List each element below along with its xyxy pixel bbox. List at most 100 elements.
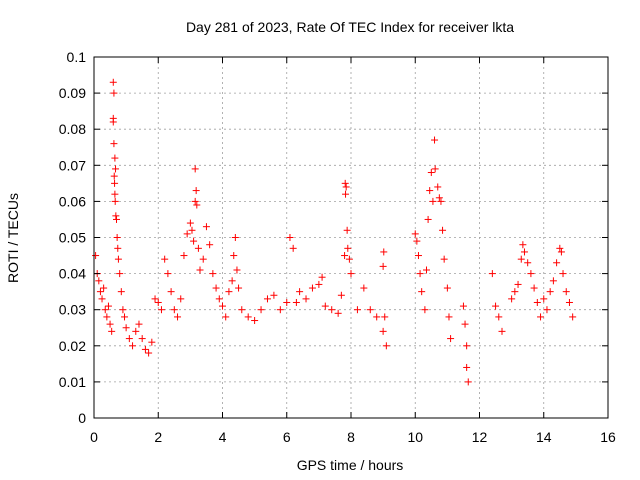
- y-tick-label: 0.01: [59, 374, 86, 390]
- data-point: [553, 259, 561, 267]
- data-point: [341, 179, 349, 187]
- data-point: [145, 349, 153, 357]
- data-point: [302, 295, 310, 303]
- data-point: [194, 244, 202, 252]
- data-point: [422, 266, 430, 274]
- x-axis-title: GPS time / hours: [297, 457, 404, 473]
- data-point: [191, 165, 199, 173]
- data-point: [341, 252, 349, 260]
- data-point: [527, 270, 535, 278]
- data-point: [202, 223, 210, 231]
- data-point: [283, 298, 291, 306]
- data-point: [103, 313, 111, 321]
- data-point: [92, 252, 100, 260]
- data-point: [174, 313, 182, 321]
- data-point: [549, 277, 557, 285]
- data-point: [215, 295, 223, 303]
- data-point: [161, 255, 169, 263]
- data-point: [411, 230, 419, 238]
- x-tick-label: 0: [90, 429, 98, 445]
- data-point: [206, 241, 214, 249]
- tick-labels: 0 0.01 0.02 0.03 0.04 0.05 0.06 0.07 0.08 0.09 0.1…: [59, 49, 616, 445]
- data-point: [111, 197, 119, 205]
- y-tick-label: 0.08: [59, 121, 86, 137]
- data-point: [569, 313, 577, 321]
- x-tick-label: 8: [347, 429, 355, 445]
- data-point: [117, 288, 125, 296]
- data-point: [235, 284, 243, 292]
- data-point: [429, 197, 437, 205]
- data-point: [116, 270, 124, 278]
- data-point: [238, 306, 246, 314]
- y-tick-label: 0.1: [67, 49, 87, 65]
- data-point: [141, 345, 149, 353]
- data-point: [321, 302, 329, 310]
- data-point: [459, 302, 467, 310]
- data-point: [292, 298, 300, 306]
- y-axis-title: ROTI / TECUs: [5, 193, 21, 283]
- data-point: [289, 244, 297, 252]
- data-point: [114, 244, 122, 252]
- data-point: [183, 230, 191, 238]
- data-point: [464, 378, 472, 386]
- data-point: [447, 335, 455, 343]
- data-point: [225, 288, 233, 296]
- data-point: [111, 154, 119, 162]
- data-point: [379, 327, 387, 335]
- data-point: [101, 306, 109, 314]
- data-point: [96, 288, 104, 296]
- data-point: [434, 183, 442, 191]
- data-point: [540, 295, 548, 303]
- data-point: [533, 298, 541, 306]
- data-point: [345, 255, 353, 263]
- data-point: [382, 342, 390, 350]
- data-point: [106, 320, 114, 328]
- y-tick-label: 0.04: [59, 266, 86, 282]
- data-point: [122, 324, 130, 332]
- data-point: [431, 165, 439, 173]
- data-point: [565, 298, 573, 306]
- data-point: [170, 306, 178, 314]
- data-point: [296, 288, 304, 296]
- data-point: [110, 172, 118, 180]
- data-point: [546, 288, 554, 296]
- data-point: [104, 302, 112, 310]
- data-point: [286, 234, 294, 241]
- data-point: [519, 241, 527, 249]
- data-point: [164, 270, 172, 278]
- data-point: [108, 327, 116, 335]
- data-point: [209, 270, 217, 278]
- data-point: [112, 212, 120, 220]
- data-point: [492, 302, 500, 310]
- data-point: [498, 327, 506, 335]
- data-point: [431, 136, 439, 144]
- y-tick-label: 0.05: [59, 230, 86, 246]
- data-point: [537, 313, 545, 321]
- data-point: [228, 277, 236, 285]
- data-point: [180, 252, 188, 260]
- data-point: [445, 313, 453, 321]
- data-point: [119, 306, 127, 314]
- data-point: [421, 306, 429, 314]
- data-point: [556, 244, 564, 252]
- data-point: [435, 194, 443, 202]
- data-point: [129, 342, 137, 350]
- data-point: [244, 313, 252, 321]
- x-tick-label: 2: [154, 429, 162, 445]
- data-point: [132, 327, 140, 335]
- data-point: [263, 295, 271, 303]
- chart-title: Day 281 of 2023, Rate Of TEC Index for r…: [186, 19, 514, 35]
- data-point: [219, 302, 226, 310]
- data-point: [559, 270, 567, 278]
- y-tick-label: 0.06: [59, 193, 86, 209]
- data-point: [251, 317, 259, 325]
- data-point: [222, 313, 230, 321]
- data-point: [196, 266, 204, 274]
- data-point: [437, 197, 445, 205]
- data-point: [112, 215, 120, 223]
- data-point: [154, 298, 162, 306]
- data-point: [488, 270, 496, 278]
- data-point: [461, 320, 469, 328]
- data-point: [193, 201, 201, 209]
